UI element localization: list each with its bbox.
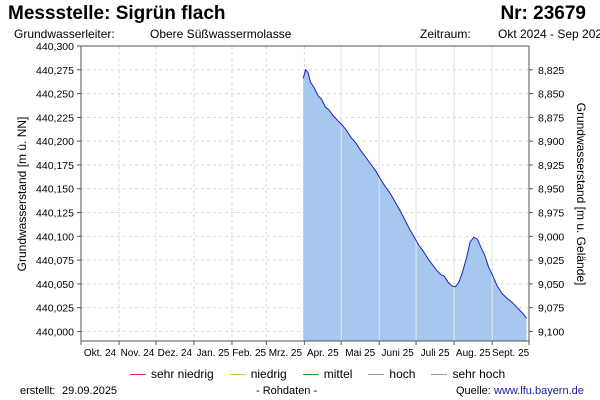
y-left-tick-label: 440,225 [36, 112, 74, 124]
y-left-tick-label: 440,300 [36, 41, 74, 53]
y-right-tick-label: 9,000 [538, 231, 564, 243]
y-right-tick-label: 9,050 [538, 279, 564, 291]
period-label: Zeitraum: [420, 27, 471, 41]
y-right-tick-label: 8,850 [538, 89, 564, 101]
created-label: erstellt: [20, 385, 56, 397]
x-tick-label: Dez. 24 [158, 348, 193, 359]
y-left-tick-label: 440,025 [36, 303, 74, 315]
y-right-tick-label: 8,825 [538, 65, 564, 77]
created-date: 29.09.2025 [62, 385, 118, 397]
y-right-tick-label: 9,075 [538, 303, 564, 315]
period-value: Okt 2024 - Sep 2025 [498, 27, 600, 41]
x-tick-label: Okt. 24 [84, 348, 117, 359]
x-tick-label: Juni 25 [382, 348, 415, 359]
x-tick-label: Feb. 25 [232, 348, 266, 359]
y-right-tick-label: 8,875 [538, 112, 564, 124]
source-label: Quelle: [456, 385, 491, 397]
y-left-tick-label: 440,250 [36, 89, 74, 101]
x-axis: Okt. 24 Nov. 24 Dez. 24 Jan. 25 Feb. 25 Mrz. … [80, 341, 530, 359]
y-left-tick-label: 440,050 [36, 279, 74, 291]
raw-data-note: - Rohdaten - [256, 385, 318, 397]
legend-item: sehr niedrig [130, 367, 214, 381]
x-tick-label: Mrz. 25 [269, 348, 303, 359]
y-left-tick-label: 440,075 [36, 255, 74, 267]
x-tick-label: Juli 25 [421, 348, 450, 359]
x-tick-label: Mai 25 [345, 348, 375, 359]
y-left-tick-label: 440,100 [36, 231, 74, 243]
legend-item: niedrig [229, 367, 287, 381]
legend-label: hoch [389, 367, 416, 381]
station-number: Nr: 23679 [500, 3, 586, 24]
legend-item: hoch [368, 367, 415, 381]
series-line [302, 68, 527, 319]
legend-label: mittel [323, 367, 353, 381]
legend: sehr niedrig niedrig mittel hoch sehr hoch [130, 367, 505, 381]
legend-swatch [229, 373, 246, 375]
x-tick-label: Jan. 25 [197, 348, 230, 359]
legend-item: sehr hoch [431, 367, 505, 381]
y-right-tick-label: 9,025 [538, 255, 564, 267]
y-right-tick-label: 8,975 [538, 208, 564, 220]
series-area-fill [303, 69, 527, 342]
legend-swatch [368, 373, 385, 375]
y-axis-left-title: Grundwasserstand [m ü. NN] [15, 117, 29, 272]
month-separator-lines [340, 46, 493, 341]
legend-label: sehr niedrig [151, 367, 214, 381]
y-right-tick-label: 8,900 [538, 136, 564, 148]
legend-swatch [431, 373, 448, 375]
page-title: Messstelle: Sigrün flach [8, 3, 226, 24]
x-tick-label: Aug. 25 [456, 348, 491, 359]
y-right-tick-label: 8,950 [538, 184, 564, 196]
aquifer-value: Obere Süßwassermolasse [150, 27, 292, 41]
y-left-tick-label: 440,125 [36, 208, 74, 220]
plot-frame [80, 45, 530, 342]
y-axis-left: 440,000 440,025 440,050 440,075 440,100 440,1… [36, 41, 81, 338]
legend-label: niedrig [250, 367, 287, 381]
x-tick-label: Nov. 24 [121, 348, 155, 359]
y-right-tick-label: 9,100 [538, 326, 564, 338]
y-axis-right: 8,825 8,850 8,875 8,900 8,925 8,950 8,975 9,000… [529, 65, 564, 338]
y-left-tick-label: 440,275 [36, 65, 74, 77]
legend-swatch [302, 373, 319, 375]
x-tick-label: Sept. 25 [492, 348, 530, 359]
y-right-tick-label: 8,925 [538, 160, 564, 172]
y-left-tick-label: 440,200 [36, 136, 74, 148]
aquifer-label: Grundwasserleiter: [14, 27, 115, 41]
x-tick-label: Apr. 25 [307, 348, 339, 359]
source-link[interactable]: www.lfu.bayern.de [494, 385, 584, 397]
y-left-tick-label: 440,000 [36, 326, 74, 338]
y-left-tick-label: 440,175 [36, 160, 74, 172]
y-left-tick-label: 440,150 [36, 184, 74, 196]
y-axis-right-title: Grundwasserstand [m u. Gelände] [574, 103, 588, 286]
legend-swatch [130, 373, 146, 375]
legend-label: sehr hoch [452, 367, 506, 381]
legend-item: mittel [302, 367, 353, 381]
